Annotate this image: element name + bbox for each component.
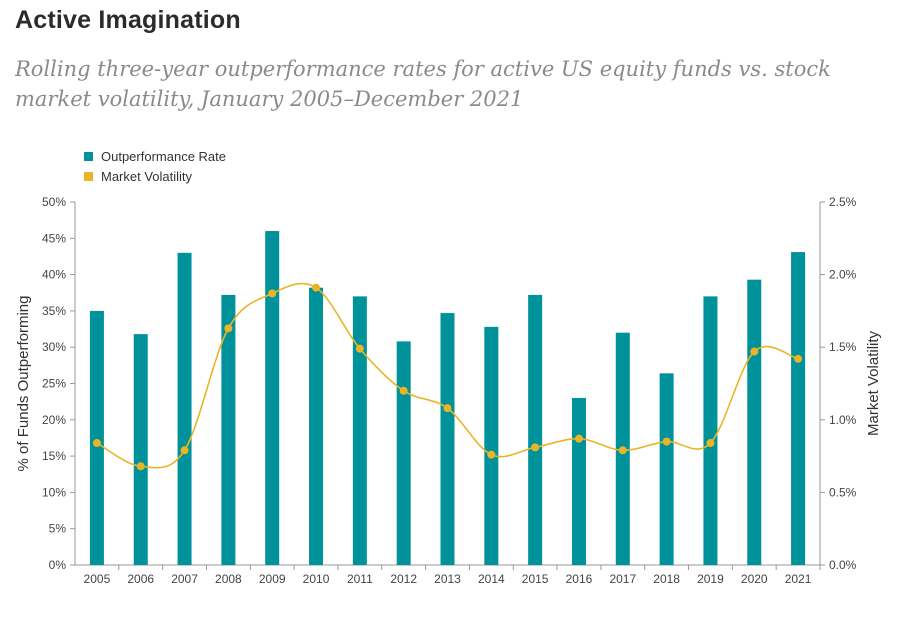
legend-item-volatility: Market Volatility [84,166,226,186]
bar-2010 [309,287,324,565]
y-tick-label-left: 25% [42,377,66,391]
chart-subtitle: Rolling three-year outperformance rates … [15,57,831,111]
y-tick-label-right: 2.5% [829,195,857,209]
x-tick-label: 2006 [127,572,154,586]
axis-labels: 0% 5% 10% 15% 20% 25% 30% 35% 40% 45% 50% 0.0% 0.5% 1… [15,195,882,586]
y-tick-label-left: 40% [42,268,66,282]
x-tick-label: 2020 [741,572,768,586]
volatility-point-2013 [443,404,452,413]
bar-2016 [571,398,586,565]
x-tick-label: 2019 [697,572,724,586]
bar-2019 [703,296,718,565]
volatility-point-2009 [268,289,277,298]
legend-swatch-bar [84,151,93,161]
y-tick-label-left: 45% [42,231,66,245]
x-tick-label: 2007 [171,572,198,586]
y-tick-label-left: 15% [42,449,66,463]
x-tick-label: 2011 [347,572,373,586]
bar-2013 [440,313,455,565]
legend: Outperformance Rate Market Volatility [84,146,226,186]
y-tick-label-right: 1.5% [829,340,857,354]
bars [89,231,806,566]
y-tick-label-right: 2.0% [829,268,857,282]
y-tick-label-left: 50% [42,195,66,209]
x-tick-label: 2010 [303,572,330,586]
x-tick-label: 2013 [434,572,461,586]
y-tick-label-left: 10% [42,485,66,499]
y-tick-label-left: 0% [49,558,67,572]
x-tick-label: 2014 [478,572,505,586]
x-tick-label: 2012 [390,572,417,586]
bar-2015 [528,294,543,565]
y-tick-label-right: 0.0% [829,558,857,572]
volatility-point-2012 [399,386,408,395]
volatility-point-2019 [706,439,715,448]
x-tick-label: 2015 [522,572,549,586]
volatility-line [92,282,803,471]
bar-2005 [89,310,104,565]
bar-2011 [352,296,367,565]
bar-2020 [747,279,762,565]
bar-2014 [484,326,499,565]
bar-2018 [659,373,674,565]
legend-label-volatility: Market Volatility [101,168,193,184]
volatility-point-2021 [794,354,803,363]
legend-item-outperformance: Outperformance Rate [84,146,226,166]
bar-2009 [265,231,280,566]
volatility-point-2011 [355,344,364,353]
bar-2012 [396,341,411,565]
x-tick-label: 2009 [259,572,286,586]
volatility-point-2010 [312,283,321,292]
y-tick-label-left: 30% [42,340,66,354]
bar-2021 [791,252,806,565]
y-tick-label-left: 35% [42,304,66,318]
y-tick-label-right: 1.0% [829,413,857,427]
bar-2008 [221,294,236,565]
y-tick-label-left: 20% [42,413,66,427]
x-tick-label: 2005 [84,572,111,586]
x-tick-label: 2018 [653,572,680,586]
x-tick-label: 2017 [609,572,636,586]
volatility-point-2008 [224,324,233,333]
legend-swatch-line [84,171,93,181]
x-tick-label: 2008 [215,572,242,586]
volatility-point-2017 [618,446,627,455]
x-tick-label: 2016 [566,572,593,586]
volatility-point-2020 [750,347,759,356]
volatility-point-2018 [662,437,671,446]
x-tick-label: 2021 [785,572,812,586]
bar-2006 [133,334,148,565]
volatility-point-2014 [487,450,496,459]
volatility-point-2007 [180,446,189,455]
chart-title: Active Imagination [15,6,241,34]
legend-label-outperformance: Outperformance Rate [101,148,227,164]
volatility-point-2005 [92,439,101,448]
volatility-point-2016 [574,434,583,443]
y-tick-label-right: 0.5% [829,485,857,499]
bar-2007 [177,252,192,565]
y-tick-label-left: 5% [49,522,67,536]
y-axis-title-left: % of Funds Outperforming [15,296,32,472]
volatility-point-2015 [531,443,540,452]
volatility-point-2006 [136,462,145,471]
y-axis-title-right: Market Volatility [865,330,882,436]
